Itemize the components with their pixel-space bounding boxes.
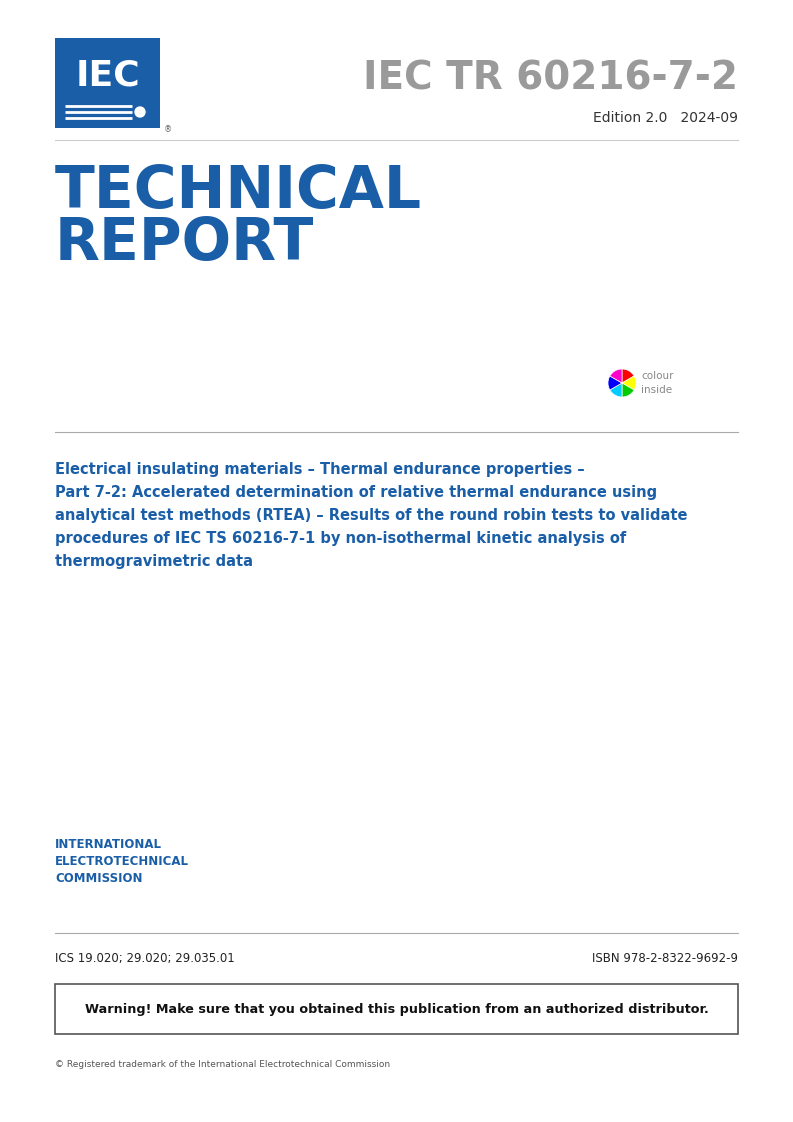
- Text: thermogravimetric data: thermogravimetric data: [55, 554, 253, 569]
- Text: TECHNICAL: TECHNICAL: [55, 163, 422, 220]
- Text: IEC: IEC: [75, 58, 140, 92]
- Circle shape: [135, 107, 145, 117]
- Text: Warning! Make sure that you obtained this publication from an authorized distrib: Warning! Make sure that you obtained thi…: [85, 1002, 708, 1015]
- Wedge shape: [610, 383, 622, 397]
- Text: ®: ®: [164, 125, 172, 134]
- Wedge shape: [622, 383, 634, 397]
- Bar: [55, 984, 738, 1034]
- Text: ELECTROTECHNICAL: ELECTROTECHNICAL: [55, 855, 189, 868]
- Text: REPORT: REPORT: [55, 215, 314, 272]
- Text: procedures of IEC TS 60216-7-1 by non-isothermal kinetic analysis of: procedures of IEC TS 60216-7-1 by non-is…: [55, 531, 626, 546]
- Text: © Registered trademark of the International Electrotechnical Commission: © Registered trademark of the Internatio…: [55, 1060, 390, 1069]
- Text: IEC TR 60216-7-2: IEC TR 60216-7-2: [363, 59, 738, 96]
- Text: ICS 19.020; 29.020; 29.035.01: ICS 19.020; 29.020; 29.035.01: [55, 951, 235, 965]
- Text: Electrical insulating materials – Thermal endurance properties –: Electrical insulating materials – Therma…: [55, 462, 584, 477]
- Wedge shape: [622, 376, 636, 390]
- Text: analytical test methods (RTEA) – Results of the round robin tests to validate: analytical test methods (RTEA) – Results…: [55, 508, 688, 523]
- Wedge shape: [622, 369, 634, 383]
- Text: ISBN 978-2-8322-9692-9: ISBN 978-2-8322-9692-9: [592, 951, 738, 965]
- Text: Edition 2.0   2024-09: Edition 2.0 2024-09: [593, 111, 738, 125]
- Text: colour
inside: colour inside: [641, 371, 673, 395]
- Text: INTERNATIONAL: INTERNATIONAL: [55, 838, 162, 850]
- Wedge shape: [608, 376, 622, 390]
- Bar: [55, 38, 160, 128]
- Text: Part 7-2: Accelerated determination of relative thermal endurance using: Part 7-2: Accelerated determination of r…: [55, 485, 657, 500]
- Wedge shape: [610, 369, 622, 383]
- Text: COMMISSION: COMMISSION: [55, 872, 143, 885]
